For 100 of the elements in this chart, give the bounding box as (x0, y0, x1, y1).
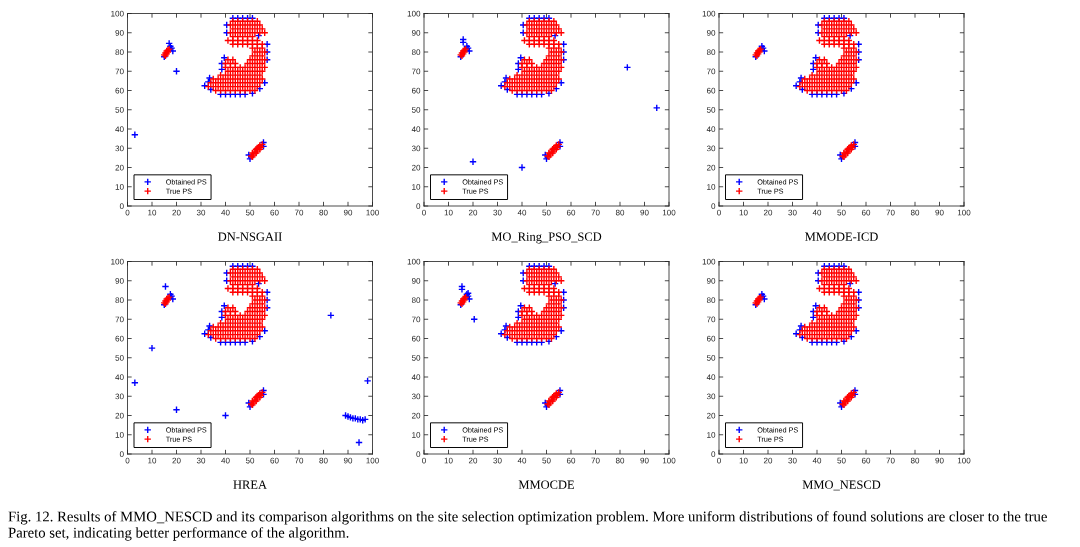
x-tick-label: 60 (566, 209, 576, 216)
y-tick-label: 20 (706, 164, 716, 171)
y-tick-label: 90 (411, 30, 421, 36)
y-tick-label: 50 (411, 355, 421, 361)
y-tick-label: 50 (411, 107, 421, 113)
x-tick-label: 10 (148, 209, 157, 216)
y-tick-label: 60 (411, 87, 421, 94)
y-tick-label: 10 (412, 184, 421, 190)
y-tick-label: 40 (411, 374, 421, 380)
x-tick-label: 20 (172, 209, 181, 216)
x-tick-label: 90 (935, 457, 944, 464)
y-tick-label: 80 (706, 297, 716, 303)
y-tick-label: 0 (416, 451, 421, 457)
y-tick-label: 30 (706, 393, 716, 400)
x-tick-label: 20 (468, 209, 478, 216)
x-tick-label: 30 (493, 209, 502, 216)
x-tick-label: 30 (788, 457, 797, 464)
x-tick-label: 30 (196, 457, 206, 464)
x-tick-label: 70 (591, 209, 600, 216)
x-tick-label: 90 (640, 457, 649, 464)
y-tick-label: 80 (411, 49, 421, 55)
y-tick-label: 20 (115, 164, 124, 171)
x-tick-label: 0 (717, 209, 721, 216)
x-tick-label: 20 (468, 457, 478, 464)
point (217, 65, 226, 74)
y-tick-label: 50 (706, 355, 716, 361)
x-tick-label: 10 (739, 209, 748, 216)
y-tick-label: 0 (119, 451, 124, 457)
x-tick-label: 50 (837, 209, 846, 216)
y-tick-label: 60 (411, 335, 421, 342)
x-tick-label: 80 (615, 457, 625, 464)
x-tick-label: 30 (196, 209, 206, 216)
x-tick-label: 80 (910, 457, 920, 464)
point (355, 438, 363, 447)
y-tick-label: 90 (706, 30, 716, 36)
x-tick-label: 60 (566, 457, 576, 464)
text: MMOCDE (518, 480, 575, 489)
x-tick-label: 10 (148, 457, 157, 464)
x-tick-label: 10 (444, 209, 453, 216)
x-tick-label: 0 (422, 457, 426, 464)
x-tick-label: 40 (517, 209, 527, 216)
x-tick-label: 60 (861, 209, 871, 216)
text: DN-NSGAII (218, 232, 282, 241)
y-tick-label: 40 (706, 126, 716, 132)
y-tick-label: 40 (115, 126, 124, 132)
x-tick-label: 40 (517, 457, 527, 464)
y-tick-label: 100 (702, 10, 716, 17)
y-tick-label: 80 (115, 49, 124, 55)
y-tick-label: 70 (706, 68, 716, 75)
y-tick-label: 30 (411, 393, 421, 400)
y-tick-label: 70 (115, 68, 124, 75)
y-tick-label: 30 (411, 145, 421, 152)
text: HREA (233, 480, 267, 489)
y-tick-label: 10 (115, 432, 124, 438)
y-tick-label: 40 (115, 374, 124, 380)
x-tick-label: 60 (861, 457, 871, 464)
x-tick-label: 10 (444, 457, 453, 464)
x-tick-label: 60 (270, 457, 279, 464)
x-tick-label: 90 (935, 209, 944, 216)
y-tick-label: 10 (707, 432, 716, 438)
point (502, 322, 510, 330)
y-tick-label: 20 (411, 412, 421, 419)
x-tick-label: 30 (788, 209, 797, 216)
x-tick-label: 50 (837, 457, 846, 464)
y-tick-label: 80 (706, 49, 716, 55)
y-tick-label: 100 (407, 258, 421, 265)
x-tick-label: 80 (615, 209, 625, 216)
y-tick-label: 90 (411, 278, 421, 284)
x-tick-label: 40 (812, 457, 822, 464)
y-tick-label: 20 (706, 412, 716, 419)
x-tick-label: 40 (221, 209, 230, 216)
y-tick-label: 50 (115, 355, 124, 361)
y-tick-label: 90 (115, 30, 124, 36)
point (502, 74, 510, 82)
caption: Fig. 12. Results of MMO_NESCD and its comparison algorithms on the site selection optimization problem. More uniform distributions of found solutions are closer to the true Pareto set, indicating better performance of the algorithm. (8, 511, 1047, 541)
point (518, 163, 526, 172)
x-tick-label: 0 (125, 209, 130, 216)
x-tick-label: 80 (319, 457, 328, 464)
text: MO_Ring_PSO_SCD (491, 232, 602, 244)
x-tick-label: 100 (957, 209, 971, 216)
x-tick-label: 90 (640, 209, 649, 216)
y-tick-label: 70 (115, 316, 124, 323)
y-tick-label: 10 (412, 432, 421, 438)
x-tick-label: 70 (886, 209, 895, 216)
x-tick-label: 100 (957, 457, 971, 464)
x-tick-label: 40 (221, 457, 230, 464)
x-tick-label: 100 (366, 209, 379, 216)
x-tick-label: 100 (366, 457, 379, 464)
y-tick-label: 100 (702, 258, 716, 265)
x-tick-label: 50 (542, 457, 551, 464)
y-tick-label: 10 (707, 184, 716, 190)
point (326, 311, 335, 320)
y-tick-label: 50 (706, 107, 716, 113)
x-tick-label: 100 (662, 209, 676, 216)
x-tick-label: 50 (245, 457, 255, 464)
y-tick-label: 60 (706, 87, 716, 94)
x-tick-label: 90 (343, 457, 353, 464)
y-tick-label: 10 (115, 184, 124, 190)
x-tick-label: 40 (812, 209, 822, 216)
y-tick-label: 100 (111, 258, 124, 265)
